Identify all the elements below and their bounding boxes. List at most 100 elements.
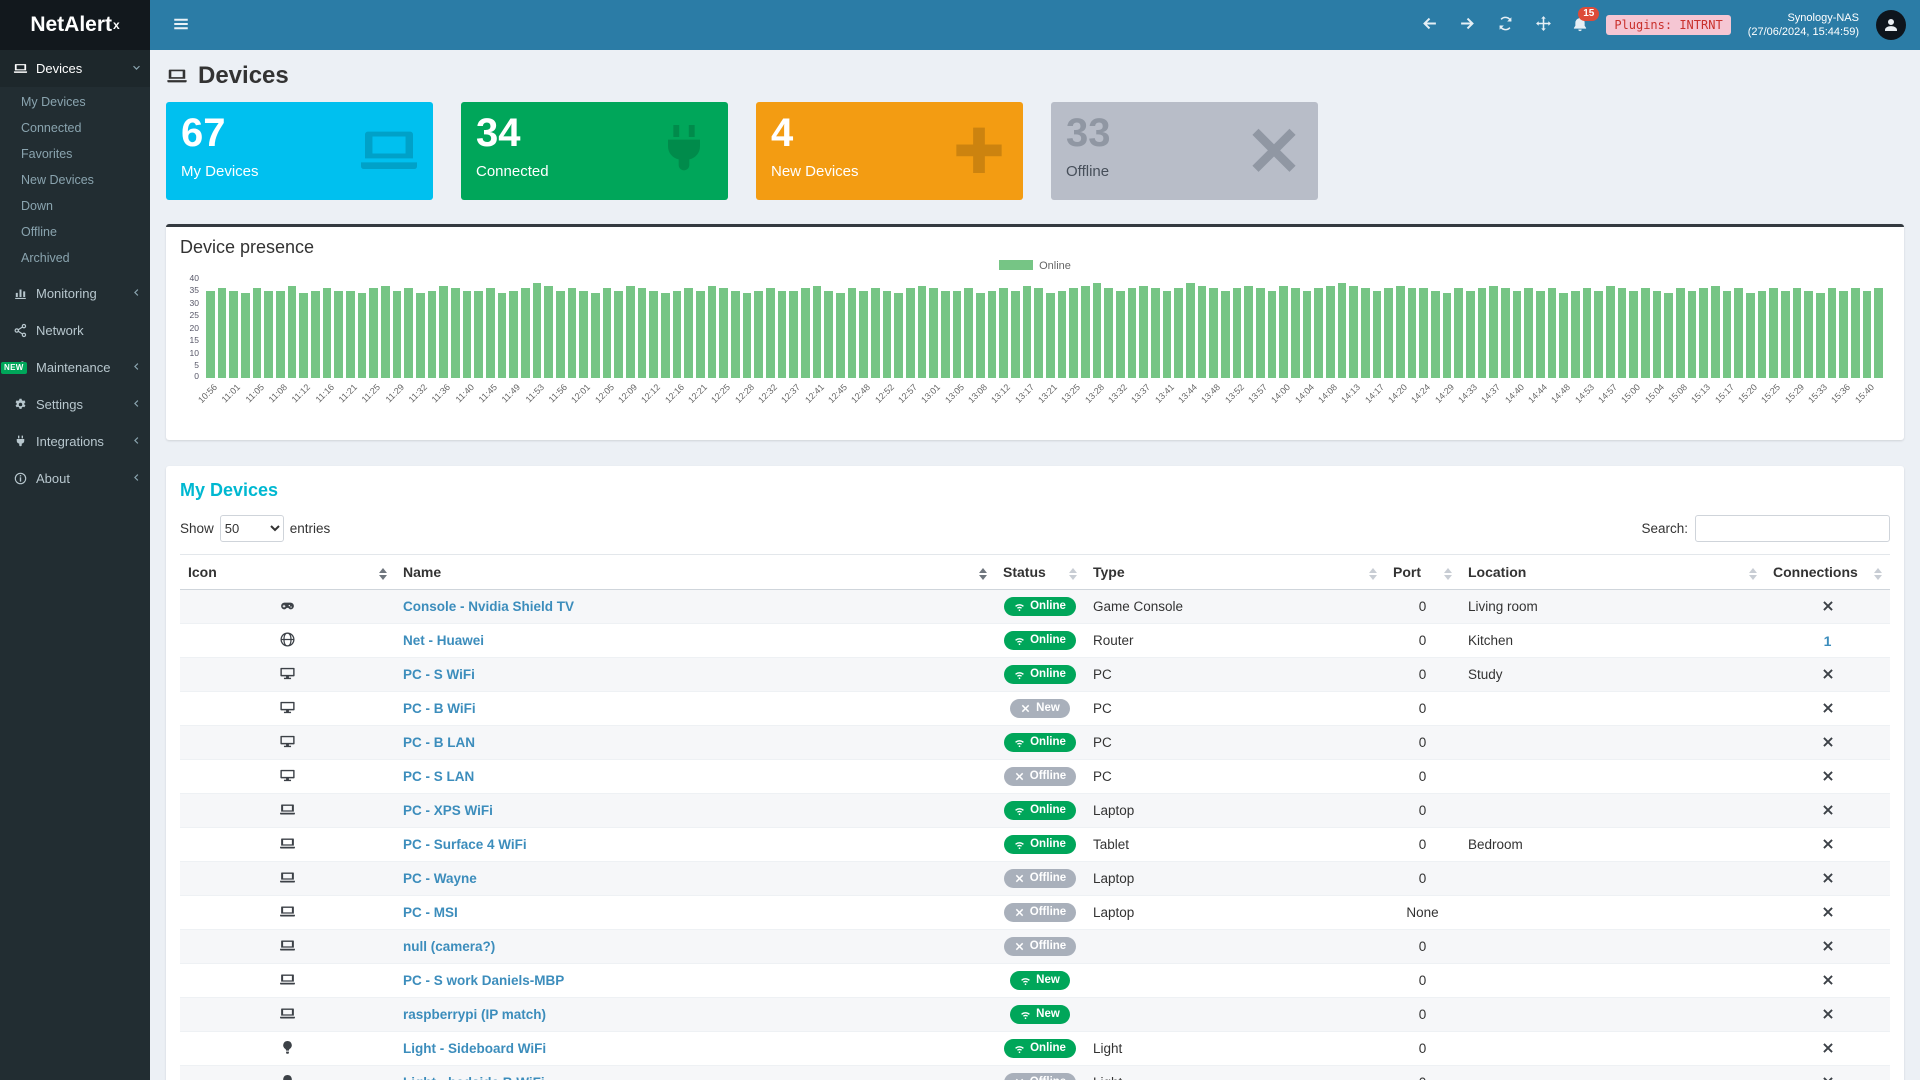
sidebar-item-maintenance[interactable]: NEW Maintenance (0, 349, 150, 386)
chevron-left-icon (131, 287, 142, 300)
column-header-status[interactable]: Status (995, 554, 1085, 590)
device-type (1085, 929, 1385, 964)
presence-bar (462, 290, 472, 378)
presence-bar (264, 290, 273, 378)
plugins-status-badge[interactable]: Plugins: INTRNT (1606, 15, 1731, 35)
device-name-link[interactable]: PC - S WiFi (403, 667, 475, 682)
device-name-link[interactable]: PC - B LAN (403, 735, 475, 750)
column-header-connections[interactable]: Connections (1765, 554, 1890, 590)
sidebar-subitem-archived[interactable]: Archived (21, 251, 70, 265)
column-header-location[interactable]: Location (1460, 554, 1765, 590)
x-icon (1014, 873, 1025, 884)
device-name-link[interactable]: Light - bedside B WiFi (403, 1075, 545, 1080)
x-icon (1821, 1041, 1835, 1055)
desktop-icon (279, 665, 296, 684)
sidebar-item-label: Monitoring (36, 286, 97, 301)
host-info: Synology-NAS (27/06/2024, 15:44:59) (1748, 11, 1859, 40)
globe-icon (279, 631, 296, 650)
wifi-icon (1020, 975, 1031, 986)
arrow-left-icon (1421, 15, 1438, 32)
summary-box-connected[interactable]: 34 Connected (461, 102, 728, 200)
device-name-link[interactable]: PC - MSI (403, 905, 458, 920)
presence-bar (1244, 285, 1253, 378)
column-header-icon[interactable]: Icon (180, 554, 395, 590)
device-name-link[interactable]: PC - Surface 4 WiFi (403, 837, 527, 852)
laptop-icon (279, 903, 296, 922)
sidebar-subitem-offline[interactable]: Offline (21, 225, 57, 239)
device-name-link[interactable]: Light - Sideboard WiFi (403, 1041, 547, 1056)
sidebar-subitem-connected[interactable]: Connected (21, 121, 82, 135)
column-header-type[interactable]: Type (1085, 554, 1385, 590)
summary-box-my-devices[interactable]: 67 My Devices (166, 102, 433, 200)
presence-bar (1127, 288, 1137, 378)
sidebar-item-monitoring[interactable]: Monitoring (0, 275, 150, 312)
search-input[interactable] (1695, 515, 1890, 542)
presence-bar (1291, 288, 1300, 378)
chevron-left-icon (131, 361, 142, 374)
summary-box-new-devices[interactable]: 4 New Devices (756, 102, 1023, 200)
chevron-down-icon (131, 62, 142, 75)
device-name-link[interactable]: Net - Huawei (403, 633, 485, 648)
column-header-name[interactable]: Name (395, 554, 995, 590)
presence-bar (1337, 283, 1347, 378)
wifi-icon (1014, 635, 1025, 646)
device-row: null (camera?) Offline 0 (180, 929, 1890, 964)
device-location (1460, 997, 1765, 1032)
sidebar-subitem-down[interactable]: Down (21, 199, 53, 213)
sidebar-item-settings[interactable]: Settings (0, 386, 150, 423)
device-name-link[interactable]: Console - Nvidia Shield TV (403, 599, 575, 614)
presence-bar (1862, 290, 1872, 378)
avatar[interactable] (1876, 10, 1906, 40)
presence-bar (1302, 290, 1312, 378)
sidebar-subitem-favorites[interactable]: Favorites (21, 147, 73, 161)
sidebar-item-about[interactable]: About (0, 460, 150, 497)
presence-bar (649, 290, 658, 378)
presence-bar (439, 285, 448, 378)
summary-value: 67 (181, 111, 226, 155)
bulb-icon (279, 1039, 296, 1058)
sidebar-toggle-button[interactable] (166, 11, 196, 40)
nav-back-button[interactable] (1419, 13, 1440, 37)
presence-bar (952, 290, 962, 378)
sidebar-subitem-my-devices[interactable]: My Devices (21, 95, 86, 109)
device-name-link[interactable]: raspberrypi (IP match) (403, 1007, 547, 1022)
device-port: 0 (1385, 657, 1460, 692)
notifications-button[interactable]: 15 (1571, 6, 1600, 36)
presence-bar (1781, 290, 1790, 378)
desktop-icon (279, 699, 296, 716)
presence-bar (871, 288, 880, 378)
presence-bar (1524, 288, 1533, 378)
device-port: 0 (1385, 759, 1460, 794)
sidebar-item-integrations[interactable]: Integrations (0, 423, 150, 460)
device-name-link[interactable]: PC - Wayne (403, 871, 477, 886)
sidebar-item-network[interactable]: Network (0, 312, 150, 349)
presence-bar (1489, 285, 1498, 378)
presence-bar (1197, 285, 1207, 378)
presence-bar (1162, 290, 1172, 378)
plug-icon (13, 434, 28, 449)
device-name-link[interactable]: PC - S LAN (403, 769, 475, 784)
new-feature-badge: NEW (1, 361, 27, 374)
presence-bar (661, 293, 670, 378)
x-icon (1821, 871, 1835, 885)
column-header-port[interactable]: Port (1385, 554, 1460, 590)
entries-select[interactable]: 50 (219, 515, 284, 542)
status-badge: Offline (1003, 767, 1077, 786)
refresh-button[interactable] (1495, 13, 1516, 37)
device-name-link[interactable]: null (camera?) (403, 939, 496, 954)
sidebar-item-devices[interactable]: Devices (0, 50, 150, 87)
presence-bar (1839, 290, 1848, 378)
app-logo[interactable]: NetAlert x (0, 0, 150, 50)
connections-count-link[interactable]: 1 (1823, 632, 1832, 649)
device-name-link[interactable]: PC - B WiFi (403, 701, 476, 716)
device-name-link[interactable]: PC - S work Daniels-MBP (403, 973, 565, 988)
presence-bar (1034, 288, 1043, 378)
laptop-icon (279, 937, 296, 956)
chart-icon (13, 286, 28, 301)
summary-box-offline[interactable]: 33 Offline (1051, 102, 1318, 200)
device-name-link[interactable]: PC - XPS WiFi (403, 803, 493, 818)
sidebar-subitem-new-devices[interactable]: New Devices (21, 173, 94, 187)
move-widgets-button[interactable] (1533, 13, 1554, 37)
chart-legend[interactable]: Online (180, 260, 1890, 272)
nav-forward-button[interactable] (1457, 13, 1478, 37)
